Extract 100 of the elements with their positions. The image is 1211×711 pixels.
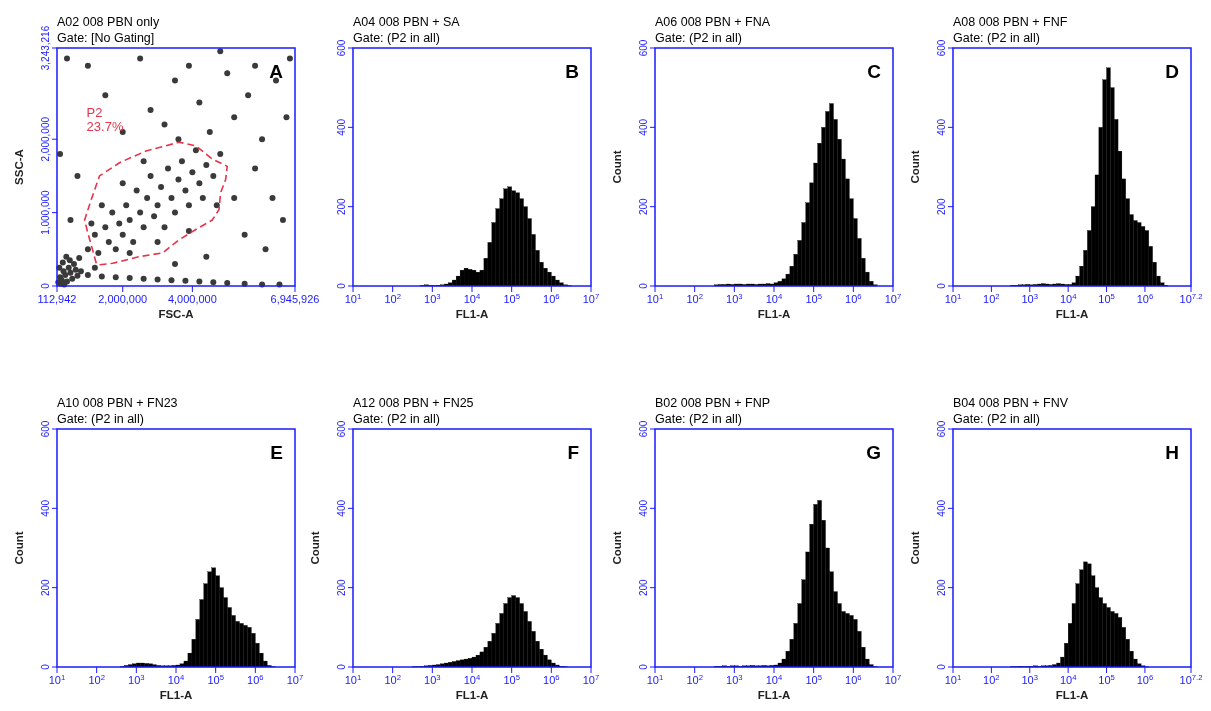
- x-tick-label: 10$^{4}$: [1059, 291, 1078, 305]
- x-tick-label: 10$^{6}$: [1136, 672, 1154, 686]
- chart-title: B04 008 PBN + FNV: [953, 396, 1069, 410]
- annotation: B: [565, 61, 579, 82]
- x-tick-label: 10$^{5}$: [1098, 291, 1115, 305]
- x-tick-label: 10$^{4}$: [765, 291, 783, 305]
- x-tick-label: 10$^{5}$: [503, 291, 520, 305]
- x-tick-label: 10$^{5}$: [503, 672, 520, 686]
- x-tick-label: 10$^{3}$: [726, 672, 743, 686]
- y-tick-label: 200: [936, 578, 947, 597]
- annotation: A: [269, 61, 284, 82]
- y-tick-label: 600: [336, 39, 347, 57]
- annotation: C: [867, 61, 882, 82]
- y-tick-label: 0: [638, 663, 649, 670]
- x-tick-label: 10$^{3}$: [1021, 672, 1039, 686]
- x-tick-label: 10$^{7}$: [884, 672, 902, 686]
- y-tick-label: 0: [40, 282, 51, 289]
- chart-subtitle: Gate: (P2 in all): [953, 412, 1040, 426]
- x-tick-label: 10$^{1}$: [944, 291, 962, 305]
- x-tick-label: 10$^{7.2}$: [1179, 672, 1203, 686]
- x-tick-label: 10$^{2}$: [88, 672, 105, 686]
- y-axis-title: SSC-A: [13, 149, 25, 185]
- x-tick-label: 10$^{2}$: [384, 672, 401, 686]
- y-tick-label: 0: [40, 663, 51, 670]
- x-tick-label: 10$^{5}$: [805, 291, 822, 305]
- y-tick-label: 600: [638, 39, 649, 57]
- x-tick-label: 10$^{3}$: [424, 672, 441, 686]
- x-tick-label: 10$^{4}$: [765, 672, 783, 686]
- y-tick-label: 600: [336, 420, 347, 438]
- x-tick-label: 10$^{2}$: [983, 291, 1000, 305]
- y-tick-label: 600: [638, 420, 649, 438]
- chart-title: A02 008 PBN only: [57, 15, 160, 29]
- chart-title: A08 008 PBN + FNF: [953, 15, 1068, 29]
- y-tick-label: 0: [336, 282, 347, 289]
- y-tick-label: 0: [638, 282, 649, 289]
- chart-subtitle: Gate: [No Gating]: [57, 31, 155, 45]
- y-tick-label: 400: [40, 499, 51, 517]
- y-tick-label: 400: [638, 118, 649, 136]
- y-tick-label: 400: [336, 118, 347, 136]
- chart-subtitle: Gate: (P2 in all): [655, 412, 742, 426]
- chart-subtitle: Gate: (P2 in all): [57, 412, 144, 426]
- x-tick-label: 10$^{1}$: [48, 672, 66, 686]
- annotation: H: [1165, 442, 1179, 463]
- chart-title: B02 008 PBN + FNP: [655, 396, 770, 410]
- x-tick-label: 10$^{3}$: [726, 291, 743, 305]
- x-tick-label: 10$^{7}$: [884, 291, 902, 305]
- y-tick-label: 200: [936, 197, 947, 216]
- x-tick-label: 10$^{1}$: [344, 291, 362, 305]
- x-tick-label: 10$^{7}$: [582, 291, 600, 305]
- x-tick-label: 10$^{6}$: [543, 291, 560, 305]
- x-tick-label: 10$^{5}$: [805, 672, 822, 686]
- chart-subtitle: Gate: (P2 in all): [353, 412, 440, 426]
- y-tick-label: 600: [40, 420, 51, 438]
- x-tick-label: 6,945,926: [270, 293, 320, 305]
- x-tick-label: 2,000,000: [98, 293, 148, 305]
- x-tick-label: 10$^{3}$: [424, 291, 441, 305]
- y-axis-title: Count: [611, 531, 623, 565]
- y-axis-title: Count: [909, 150, 921, 184]
- y-tick-label: 200: [336, 578, 347, 597]
- chart-subtitle: Gate: (P2 in all): [353, 31, 440, 45]
- y-axis-title: Count: [611, 150, 623, 184]
- x-tick-label: 10$^{7}$: [286, 672, 304, 686]
- x-tick-label: 10$^{1}$: [646, 291, 664, 305]
- x-tick-label: 10$^{6}$: [543, 672, 560, 686]
- x-tick-label: 10$^{7}$: [582, 672, 600, 686]
- y-tick-label: 600: [936, 39, 947, 57]
- x-tick-label: 10$^{2}$: [686, 672, 703, 686]
- chart-title: A04 008 PBN + SA: [353, 15, 461, 29]
- y-axis-title: Count: [13, 531, 25, 565]
- x-tick-label: 10$^{2}$: [384, 291, 401, 305]
- annotation: G: [866, 442, 881, 463]
- y-axis-title: Count: [909, 531, 921, 565]
- x-tick-label: 10$^{6}$: [247, 672, 264, 686]
- y-tick-label: 400: [936, 499, 947, 517]
- y-tick-label: 200: [336, 197, 347, 216]
- x-tick-label: 10$^{3}$: [1021, 291, 1039, 305]
- y-axis-title: Count: [309, 531, 321, 565]
- x-tick-label: 10$^{2}$: [686, 291, 703, 305]
- y-tick-label: 400: [638, 499, 649, 517]
- x-axis-title: FL1-A: [757, 308, 791, 320]
- chart-subtitle: Gate: (P2 in all): [953, 31, 1040, 45]
- y-tick-label: 200: [638, 578, 649, 597]
- chart-subtitle: Gate: (P2 in all): [655, 31, 742, 45]
- chart-title: A06 008 PBN + FNA: [655, 15, 771, 29]
- x-axis-title: FL1-A: [1055, 308, 1089, 320]
- x-tick-label: 10$^{6}$: [845, 291, 862, 305]
- y-tick-label: 0: [936, 663, 947, 670]
- y-tick-label: 200: [40, 578, 51, 597]
- x-tick-label: 10$^{7.2}$: [1179, 291, 1203, 305]
- x-axis-title: FL1-A: [757, 689, 791, 701]
- annotation: 23.7%: [86, 119, 124, 135]
- x-tick-label: 10$^{1}$: [944, 672, 962, 686]
- y-tick-label: 2,000,000: [40, 116, 51, 162]
- x-tick-label: 10$^{4}$: [167, 672, 185, 686]
- x-axis-title: FL1-A: [455, 308, 489, 320]
- x-axis-title: FL1-A: [455, 689, 489, 701]
- x-axis-title: FSC-A: [158, 308, 194, 320]
- y-tick-label: 1,000,000: [40, 189, 51, 235]
- x-tick-label: 10$^{1}$: [646, 672, 664, 686]
- x-tick-label: 10$^{4}$: [463, 672, 481, 686]
